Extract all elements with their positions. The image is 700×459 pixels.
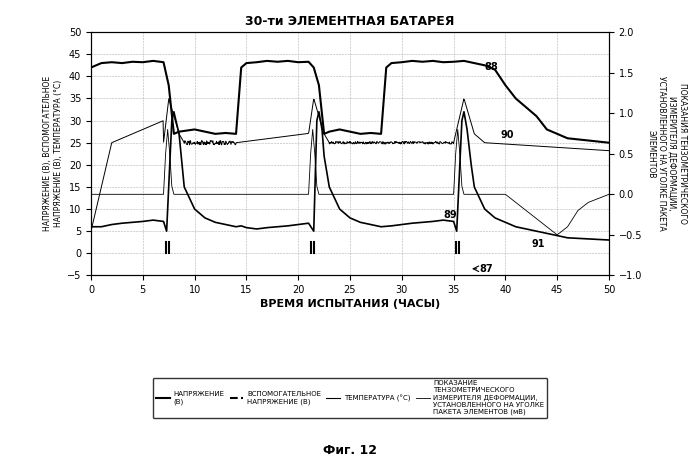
Text: 87: 87	[480, 264, 493, 274]
Legend: НАПРЯЖЕНИЕ
(В), ВСПОМОГАТЕЛЬНОЕ
НАПРЯЖЕНИЕ (В), ТЕМПЕРАТУРА (°С), ПОКАЗАНИЕ
ТЕНЗ: НАПРЯЖЕНИЕ (В), ВСПОМОГАТЕЛЬНОЕ НАПРЯЖЕН…	[153, 378, 547, 418]
Y-axis label: НАПРЯЖЕНИЕ (В), ВСПОМОГАТЕЛЬНОЕ
НАПРЯЖЕНИЕ (В), ТЕМПЕРАТУРА (°С): НАПРЯЖЕНИЕ (В), ВСПОМОГАТЕЛЬНОЕ НАПРЯЖЕН…	[43, 76, 63, 231]
Text: 88: 88	[484, 62, 498, 72]
Title: 30-ти ЭЛЕМЕНТНАЯ БАТАРЕЯ: 30-ти ЭЛЕМЕНТНАЯ БАТАРЕЯ	[245, 15, 455, 28]
Text: 89: 89	[443, 210, 457, 220]
Text: 90: 90	[500, 130, 514, 140]
Text: Фиг. 12: Фиг. 12	[323, 444, 377, 458]
X-axis label: ВРЕМЯ ИСПЫТАНИЯ (ЧАСЫ): ВРЕМЯ ИСПЫТАНИЯ (ЧАСЫ)	[260, 299, 440, 309]
Y-axis label: ПОКАЗАНИЯ ТЕНЗОМЕТРИЧЕСКОГО
ИЗМЕРИТЕЛЯ ДЕФОРМАЦИИ,
УСТАНОВЛЕННОГО НА УГОЛКЕ ПАКЕ: ПОКАЗАНИЯ ТЕНЗОМЕТРИЧЕСКОГО ИЗМЕРИТЕЛЯ Д…	[646, 76, 687, 231]
Text: 91: 91	[531, 239, 545, 249]
